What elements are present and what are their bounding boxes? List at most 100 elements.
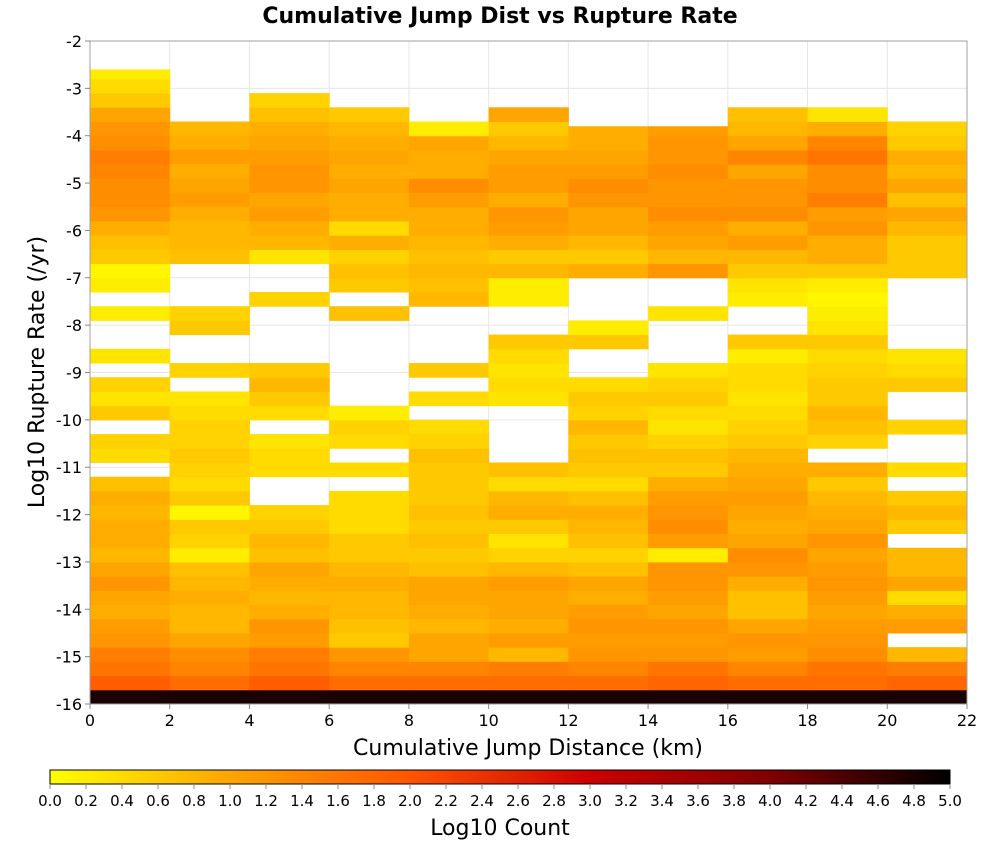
heatmap-cell xyxy=(727,462,809,478)
heatmap-cell xyxy=(408,476,490,492)
heatmap-cell xyxy=(887,547,968,563)
heatmap-cell xyxy=(568,505,649,520)
x-tick-label: 0 xyxy=(85,711,95,730)
heatmap-cell xyxy=(488,391,569,407)
heatmap-cell xyxy=(249,391,330,407)
heatmap-cell xyxy=(329,178,410,194)
heatmap-cell xyxy=(408,632,490,648)
heatmap-cell xyxy=(169,235,250,250)
heatmap-cell xyxy=(329,519,410,535)
heatmap-cell xyxy=(408,249,490,265)
heatmap-cell xyxy=(249,618,330,634)
heatmap-cell xyxy=(329,618,410,634)
heatmap-cell xyxy=(887,519,968,535)
heatmap-cell xyxy=(568,235,649,250)
heatmap-cell xyxy=(648,604,729,620)
heatmap-cell xyxy=(408,391,490,407)
heatmap-cell xyxy=(807,220,888,236)
heatmap-cell xyxy=(488,192,569,208)
heatmap-cell xyxy=(807,547,888,563)
heatmap-cell xyxy=(807,206,888,222)
y-axis-ticks: -2 -3 -4 -5 -6 -7 -8 -9 -10 -11 -12 -13 -14 -15 -16 xyxy=(56,32,90,714)
heatmap-cell xyxy=(648,419,729,435)
heatmap-cell xyxy=(727,192,809,208)
heatmap-cell xyxy=(169,220,250,236)
heatmap-cell xyxy=(568,220,649,236)
heatmap-cell xyxy=(568,476,649,492)
heatmap-cell xyxy=(648,448,729,463)
colorbar-label: Log10 Count xyxy=(430,816,570,841)
heatmap-cell xyxy=(807,476,888,492)
heatmap-cell xyxy=(488,348,569,364)
y-tick-label: -14 xyxy=(56,600,82,619)
heatmap-cell xyxy=(488,178,569,194)
heatmap-cell xyxy=(887,561,968,577)
heatmap-cell xyxy=(887,178,968,194)
x-tick-label: 10 xyxy=(478,711,498,730)
x-tick-label: 2 xyxy=(165,711,175,730)
heatmap-cell xyxy=(727,363,809,378)
heatmap-cell xyxy=(408,178,490,194)
heatmap-cell xyxy=(648,647,729,662)
heatmap-cell xyxy=(488,590,569,606)
heatmap-cell xyxy=(329,576,410,591)
heatmap-cell xyxy=(488,647,569,662)
heatmap-cell xyxy=(329,561,410,577)
heatmap-cell xyxy=(90,576,171,591)
heatmap-cell xyxy=(568,632,649,648)
heatmap-cell xyxy=(568,689,649,705)
heatmap-cell xyxy=(408,164,490,179)
heatmap-cell xyxy=(807,291,888,307)
colorbar-ticks: 0.0 0.2 0.4 0.6 0.8 1.0 1.2 1.4 1.6 1.8 2.0 2.2 2.4 2… xyxy=(38,784,962,810)
heatmap-cell xyxy=(329,533,410,549)
heatmap-cell xyxy=(329,135,410,151)
heatmap-cell xyxy=(169,604,250,620)
heatmap-cell xyxy=(169,462,250,478)
y-tick-label: -3 xyxy=(66,79,82,98)
heatmap-cell xyxy=(807,363,888,378)
heatmap-cell xyxy=(648,306,729,321)
heatmap-cell xyxy=(568,419,649,435)
heatmap-cell xyxy=(408,576,490,591)
heatmap-cell xyxy=(568,604,649,620)
heatmap-cell xyxy=(488,675,569,691)
heatmap-cell xyxy=(727,675,809,691)
heatmap-cell xyxy=(408,661,490,677)
heatmap-cell xyxy=(887,220,968,236)
heatmap-cell xyxy=(169,661,250,677)
heatmap-cell xyxy=(169,590,250,606)
x-tick-label: 4 xyxy=(244,711,254,730)
heatmap-cell xyxy=(648,661,729,677)
heatmap-cell xyxy=(887,419,968,435)
heatmap-cell xyxy=(90,348,171,364)
y-tick-label: -5 xyxy=(66,174,82,193)
heatmap-cell xyxy=(807,661,888,677)
colorbar-tick-label: 0.6 xyxy=(146,792,170,810)
heatmap-cell xyxy=(648,590,729,606)
heatmap-cell xyxy=(648,675,729,691)
heatmap-cell xyxy=(90,121,171,137)
heatmap-cell xyxy=(807,533,888,549)
heatmap-cell xyxy=(90,69,171,80)
heatmap-cell xyxy=(807,689,888,705)
heatmap-cell xyxy=(169,618,250,634)
heatmap-cell xyxy=(169,164,250,179)
heatmap-cell xyxy=(568,377,649,392)
heatmap-cell xyxy=(169,135,250,151)
colorbar-tick-label: 4.4 xyxy=(830,792,854,810)
heatmap-cell xyxy=(249,178,330,194)
heatmap-cell xyxy=(329,249,410,265)
heatmap-cell xyxy=(169,533,250,549)
heatmap-cell xyxy=(90,377,171,392)
colorbar-tick-label: 4.6 xyxy=(866,792,890,810)
heatmap-cell xyxy=(727,206,809,222)
heatmap-cell xyxy=(329,419,410,435)
heatmap-cell xyxy=(727,576,809,591)
x-tick-label: 8 xyxy=(404,711,414,730)
heatmap-cell xyxy=(807,675,888,691)
heatmap-cell xyxy=(807,149,888,165)
heatmap-cell xyxy=(887,618,968,634)
chart-title: Cumulative Jump Dist vs Rupture Rate xyxy=(262,4,737,29)
heatmap-cell xyxy=(488,334,569,350)
heatmap-cell xyxy=(807,121,888,137)
